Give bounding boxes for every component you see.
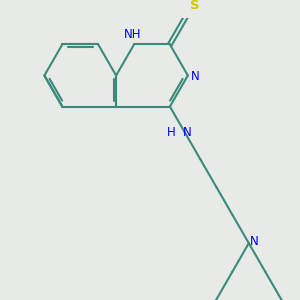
- Text: N: N: [249, 235, 258, 248]
- Text: N: N: [183, 126, 192, 139]
- Text: N: N: [191, 70, 200, 83]
- Text: H: H: [167, 126, 176, 139]
- Text: NH: NH: [124, 28, 141, 41]
- Text: S: S: [190, 0, 200, 12]
